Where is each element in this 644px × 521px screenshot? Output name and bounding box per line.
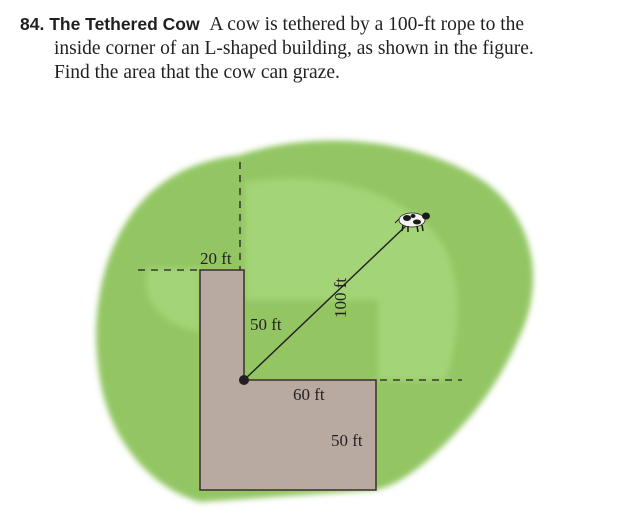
cow-icon (394, 212, 430, 233)
tether-point-icon (239, 375, 249, 385)
rope (243, 221, 411, 381)
label-right-height: 50 ft (331, 431, 363, 450)
label-top-width: 20 ft (200, 249, 232, 268)
label-inner-horizontal: 60 ft (293, 385, 325, 404)
problem-number: 84. (20, 14, 45, 34)
reachable-zone (245, 178, 458, 380)
l-shaped-building (199, 269, 377, 491)
problem-line-1: 84. The Tethered Cow A cow is tethered b… (20, 12, 630, 37)
problem-text-2: inside corner of an L-shaped building, a… (54, 38, 534, 59)
problem-statement: 84. The Tethered Cow A cow is tethered b… (20, 12, 630, 85)
problem-text-3: Find the area that the cow can graze. (54, 62, 340, 83)
label-rope: 100 ft (331, 278, 350, 318)
label-inner-vertical: 50 ft (250, 315, 282, 334)
problem-title: The Tethered Cow (49, 14, 200, 34)
problem-text-1: A cow is tethered by a 100-ft rope to th… (209, 14, 525, 35)
left-reach-zone (146, 268, 200, 332)
